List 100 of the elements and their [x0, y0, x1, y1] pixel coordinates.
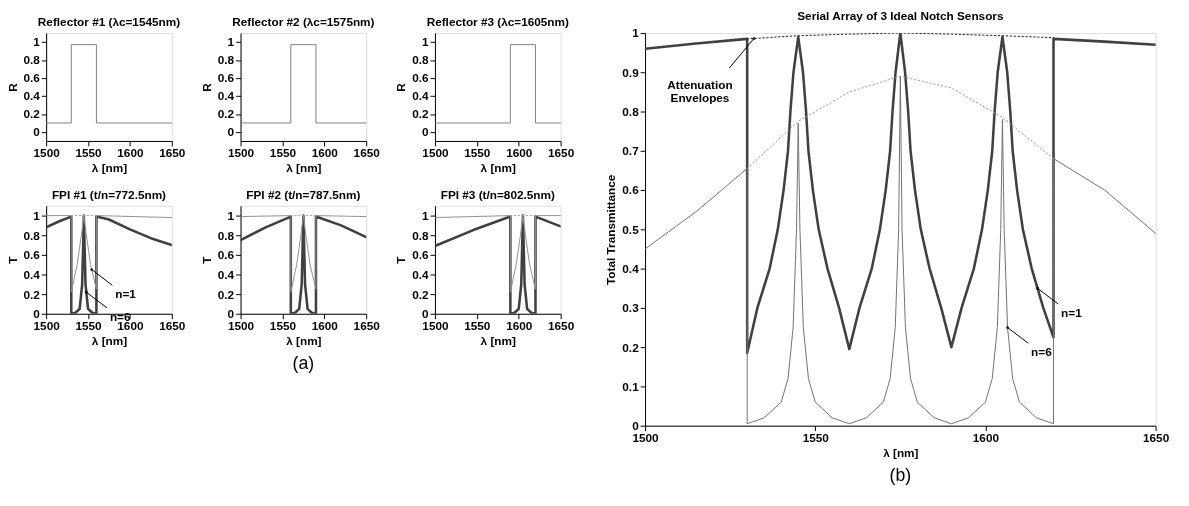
x-tick-label: 1550: [75, 146, 103, 160]
y-axis-title: R: [199, 82, 213, 92]
chart-title: Reflector #2 (λc=1575nm): [232, 15, 375, 29]
y-axis-title: T: [199, 255, 213, 264]
y-tick-label: 0.9: [622, 65, 640, 79]
x-tick-label: 1600: [311, 146, 339, 160]
y-tick-label: 0.2: [217, 287, 235, 301]
y-tick-label: 0.6: [622, 183, 640, 197]
x-axis-title: λ [nm]: [480, 333, 516, 347]
y-tick-label: 0.8: [217, 228, 235, 242]
y-axis-title: R: [5, 82, 19, 92]
y-axis-title: Total Transmittance: [604, 174, 618, 285]
x-axis-title: λ [nm]: [883, 445, 919, 459]
y-tick-label: 0.4: [217, 267, 235, 281]
x-tick-label: 1650: [548, 318, 575, 332]
chart-title: Reflector #1 (λc=1545nm): [37, 15, 181, 29]
x-tick-label: 1550: [269, 318, 297, 332]
y-tick-label: 1: [33, 35, 41, 49]
x-tick-label: 1550: [464, 318, 491, 332]
y-tick-label: 0.2: [217, 107, 235, 121]
y-tick-label: 0: [33, 307, 41, 321]
x-axis-title: λ [nm]: [286, 333, 322, 347]
y-tick-label: 0.4: [23, 267, 41, 281]
x-tick-label: 1650: [1143, 430, 1170, 444]
line-series: [240, 215, 367, 293]
x-tick-label: 1600: [506, 318, 533, 332]
y-tick-label: 1: [422, 209, 430, 223]
y-tick-label: 0: [422, 307, 430, 321]
x-tick-label: 1500: [33, 318, 61, 332]
y-tick-label: 0: [632, 419, 640, 433]
y-tick-label: 0.1: [622, 379, 640, 393]
y-tick-label: 0.8: [412, 228, 430, 242]
x-tick-label: 1600: [972, 430, 1000, 444]
line-series: [434, 215, 561, 293]
chart-title: Serial Array of 3 Ideal Notch Sensors: [797, 9, 1004, 23]
y-tick-label: 0.8: [217, 53, 235, 67]
y-axis-title: T: [5, 255, 19, 264]
x-tick-label: 1600: [117, 146, 144, 160]
x-tick-label: 1600: [506, 146, 533, 160]
x-tick-label: 1550: [75, 318, 103, 332]
y-tick-label: 0.4: [412, 89, 430, 103]
y-tick-label: 0: [33, 125, 41, 139]
y-tick-label: 0.6: [23, 71, 41, 85]
chart-title: FPI #2 (t/n=787.5nm): [246, 187, 361, 201]
x-tick-label: 1550: [802, 430, 830, 444]
y-tick-label: 0.8: [23, 228, 41, 242]
y-tick-label: 0.8: [622, 104, 640, 118]
annotation: n=1: [1061, 305, 1083, 319]
x-tick-label: 1550: [269, 146, 297, 160]
x-tick-label: 1600: [311, 318, 339, 332]
y-tick-label: 0.5: [622, 222, 640, 236]
y-tick-label: 0.2: [412, 287, 430, 301]
y-tick-label: 0.2: [23, 287, 41, 301]
x-tick-label: 1500: [632, 430, 660, 444]
y-tick-label: 0.2: [23, 107, 41, 121]
x-tick-label: 1550: [464, 146, 491, 160]
x-tick-label: 1650: [548, 146, 575, 160]
line-series: [746, 75, 1054, 169]
y-tick-label: 0: [227, 125, 235, 139]
y-axis-title: T: [394, 255, 408, 264]
text: (b): [889, 464, 912, 485]
y-tick-label: 0.2: [622, 340, 640, 354]
y-tick-label: 0.6: [217, 248, 235, 262]
x-axis-title: λ [nm]: [480, 160, 516, 174]
y-tick-label: 1: [33, 209, 41, 223]
y-tick-label: 0.6: [23, 248, 41, 262]
x-tick-label: 1650: [353, 318, 381, 332]
y-tick-label: 0.7: [622, 144, 640, 158]
annotation: Attenuation Envelopes: [667, 77, 733, 105]
y-axis-title: R: [394, 82, 408, 92]
y-tick-label: 0.6: [412, 248, 430, 262]
y-tick-label: 0.4: [622, 262, 640, 276]
y-tick-label: 0.8: [23, 53, 41, 67]
x-tick-label: 1500: [227, 146, 255, 160]
y-tick-label: 0.4: [412, 267, 430, 281]
y-tick-label: 1: [422, 35, 430, 49]
chart-title: Reflector #3 (λc=1605nm): [426, 15, 569, 29]
x-tick-label: 1500: [33, 146, 61, 160]
y-tick-label: 0: [227, 307, 235, 321]
y-tick-label: 1: [632, 26, 640, 40]
text: (a): [292, 352, 315, 373]
chart-title: FPI #1 (t/n=772.5nm): [51, 187, 167, 201]
annotation: n=1: [115, 287, 137, 301]
y-tick-label: 1: [227, 35, 235, 49]
y-tick-label: 0.6: [412, 71, 430, 85]
x-tick-label: 1500: [422, 318, 449, 332]
y-tick-label: 0.6: [217, 71, 235, 85]
chart-title: FPI #3 (t/n=802.5nm): [440, 187, 555, 201]
y-tick-label: 0: [422, 125, 430, 139]
x-axis-title: λ [nm]: [91, 333, 128, 347]
x-tick-label: 1650: [159, 318, 186, 332]
y-tick-label: 0.4: [217, 89, 235, 103]
y-tick-label: 0.2: [412, 107, 430, 121]
y-tick-label: 0.4: [23, 89, 41, 103]
annotation: n=6: [1031, 344, 1053, 358]
x-axis-title: λ [nm]: [286, 160, 322, 174]
y-tick-label: 0.3: [622, 301, 640, 315]
y-tick-label: 1: [227, 209, 235, 223]
x-tick-label: 1500: [422, 146, 449, 160]
y-tick-label: 0.8: [412, 53, 430, 67]
